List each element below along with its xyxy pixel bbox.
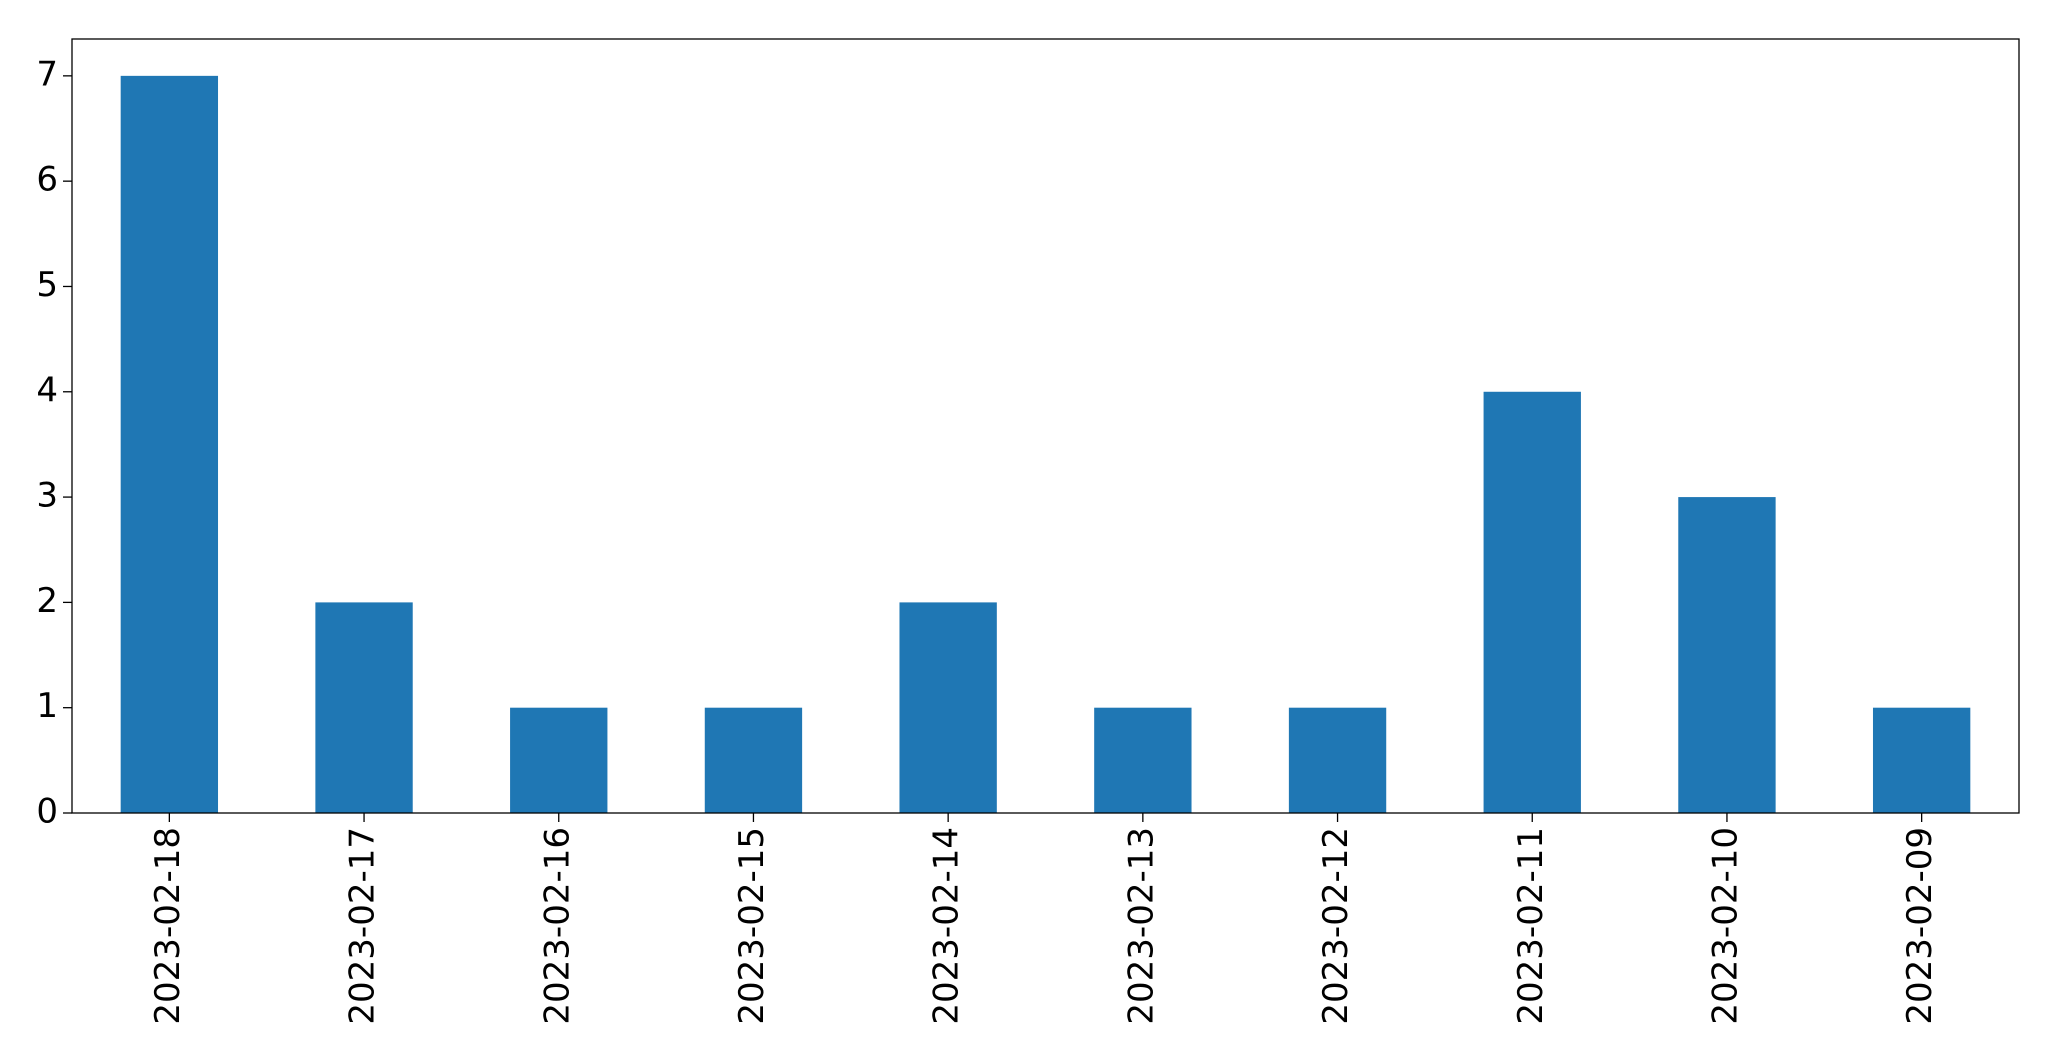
bar [1483, 391, 1581, 813]
bar [315, 602, 413, 813]
bar [1094, 707, 1192, 813]
x-tick-label: 2023-02-09 [1900, 827, 1940, 1025]
x-tick-label: 2023-02-15 [732, 827, 772, 1025]
bar [704, 707, 803, 813]
x-tick-label: 2023-02-17 [343, 827, 383, 1025]
x-tick-label: 2023-02-10 [1705, 827, 1745, 1025]
bar [510, 707, 608, 813]
bar [899, 602, 997, 813]
bar [1678, 497, 1776, 813]
y-tick-label: 7 [36, 54, 58, 94]
x-tick-label: 2023-02-12 [1316, 827, 1356, 1025]
y-tick-label: 2 [36, 581, 58, 621]
bar [1288, 707, 1387, 813]
plot-frame [71, 38, 2020, 814]
x-tick-label: 2023-02-13 [1121, 827, 1161, 1025]
bar [1872, 707, 1971, 813]
y-tick-label: 5 [36, 265, 58, 305]
x-tick-label: 2023-02-11 [1511, 827, 1551, 1025]
y-tick-label: 1 [36, 686, 58, 726]
y-tick-label: 0 [36, 792, 58, 832]
y-tick-label: 6 [36, 160, 58, 200]
x-tick-label: 2023-02-18 [148, 827, 188, 1025]
y-tick-label: 3 [36, 476, 58, 516]
y-tick-label: 4 [36, 370, 58, 410]
x-tick-label: 2023-02-14 [927, 827, 967, 1025]
x-tick-label: 2023-02-16 [537, 827, 577, 1025]
bar [120, 75, 219, 814]
